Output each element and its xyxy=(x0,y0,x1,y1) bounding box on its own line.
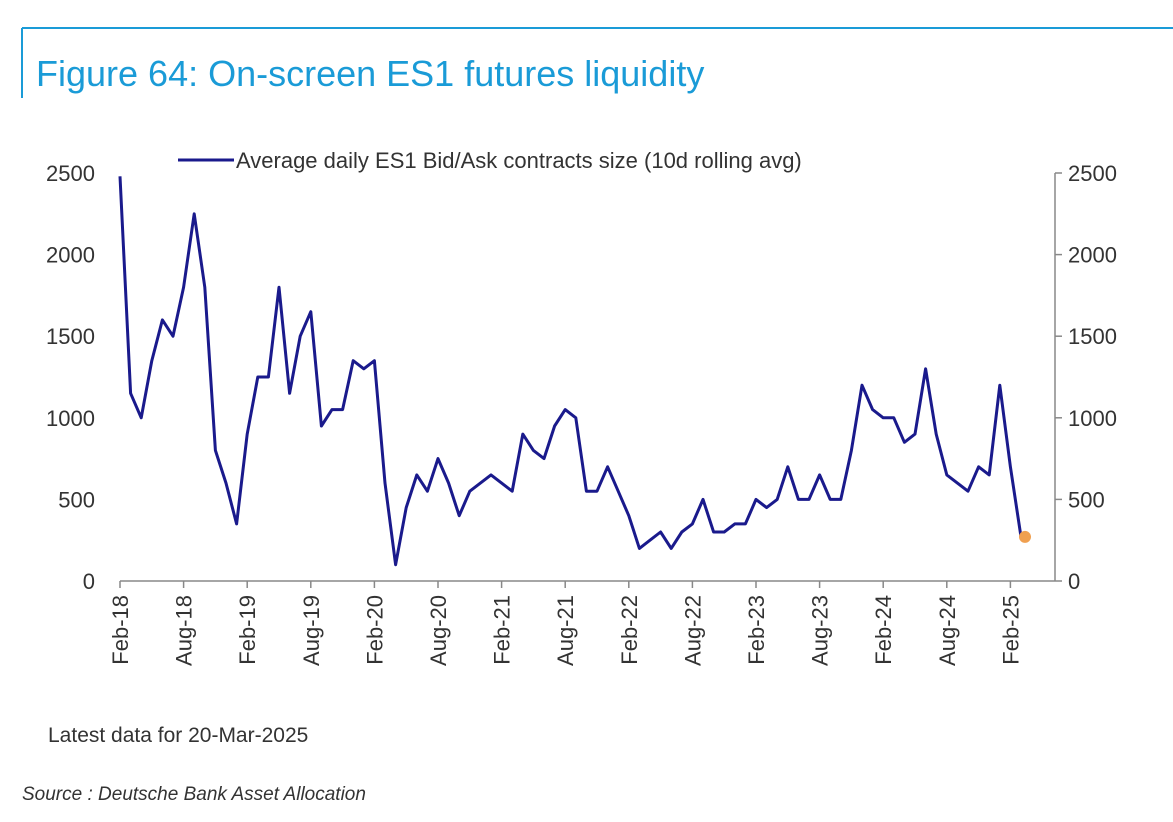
y-tick-label: 1500 xyxy=(46,324,95,349)
x-tick-label: Feb-21 xyxy=(490,595,515,665)
y-tick-label: 0 xyxy=(83,569,95,594)
x-tick-label: Aug-21 xyxy=(553,595,578,666)
x-tick-label: Feb-19 xyxy=(235,595,260,665)
y-tick-label: 2500 xyxy=(46,161,95,186)
x-tick-label: Aug-18 xyxy=(172,595,197,666)
series-line xyxy=(118,176,1023,567)
y2-tick-label: 2500 xyxy=(1068,161,1117,186)
y2-tick-label: 0 xyxy=(1068,569,1080,594)
source: Source : Deutsche Bank Asset Allocation xyxy=(22,784,366,805)
x-tick-label: Aug-24 xyxy=(935,595,960,666)
x-tick-label: Feb-23 xyxy=(744,595,769,665)
x-tick-label: Feb-25 xyxy=(998,595,1023,665)
x-tick-label: Feb-18 xyxy=(108,595,133,665)
y-tick-label: 500 xyxy=(58,487,95,512)
y2-tick-label: 500 xyxy=(1068,487,1105,512)
x-tick-label: Aug-23 xyxy=(808,595,833,666)
y2-tick-label: 2000 xyxy=(1068,243,1117,268)
last-point xyxy=(1019,530,1031,543)
y2-tick-label: 1500 xyxy=(1068,324,1117,349)
note: Latest data for 20-Mar-2025 xyxy=(48,724,308,747)
chart-title: Figure 64: On-screen ES1 futures liquidi… xyxy=(36,53,704,94)
y-tick-label: 1000 xyxy=(46,406,95,431)
x-tick-label: Feb-20 xyxy=(362,595,387,665)
y-tick-label: 2000 xyxy=(46,243,95,268)
y2-tick-label: 1000 xyxy=(1068,406,1117,431)
x-tick-label: Feb-24 xyxy=(871,595,896,665)
legend-label: Average daily ES1 Bid/Ask contracts size… xyxy=(236,148,802,173)
x-tick-label: Aug-22 xyxy=(680,595,705,666)
x-tick-label: Feb-22 xyxy=(617,595,642,665)
x-tick-label: Aug-19 xyxy=(299,595,324,666)
x-tick-label: Aug-20 xyxy=(426,595,451,666)
